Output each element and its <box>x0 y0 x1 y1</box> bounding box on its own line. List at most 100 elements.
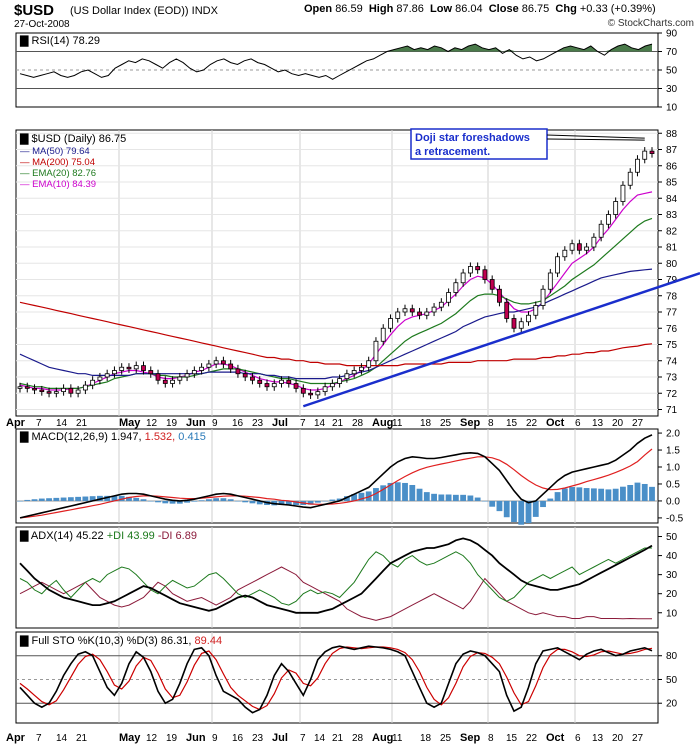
macd-histogram-bar <box>445 494 452 501</box>
price-candle-body <box>649 150 655 154</box>
x-tick-label-bottom: 21 <box>76 733 88 744</box>
macd-axis-tick-label: 0.5 <box>666 479 680 490</box>
price-panel-frame <box>15 129 659 417</box>
x-tick-label-bottom: 16 <box>232 733 244 744</box>
rsi-axis-tick-label: 90 <box>666 29 678 40</box>
macd-histogram-bar <box>540 500 546 508</box>
price-candle-body <box>133 365 139 370</box>
chart-date: 27-Oct-2008 <box>14 19 70 30</box>
macd-histogram-bar <box>242 500 249 503</box>
price-candle-body <box>177 376 183 381</box>
price-candle-body <box>293 383 299 389</box>
x-tick-label-bottom: 22 <box>526 733 538 744</box>
open-label: Open <box>304 3 333 15</box>
price-axis-tick-label: 87 <box>666 145 678 156</box>
macd-histogram-bar <box>162 500 169 504</box>
x-tick-label: 21 <box>332 418 344 429</box>
price-candle-body <box>395 311 401 319</box>
price-candle-body <box>322 386 328 393</box>
macd-histogram-bar <box>205 499 212 501</box>
macd-histogram-bar <box>31 499 38 501</box>
macd-histogram-bar <box>235 500 241 502</box>
sto-panel-frame <box>15 631 659 724</box>
macd-histogram-bar <box>634 482 641 501</box>
x-tick-label-bottom: Aug <box>372 732 393 744</box>
price-candle-body <box>257 379 263 384</box>
macd-histogram-bar <box>380 485 387 501</box>
macd-histogram-bar <box>191 500 198 502</box>
macd-histogram-bar <box>525 500 532 523</box>
macd-histogram-bar <box>133 497 140 501</box>
macd-histogram-bar <box>256 500 263 505</box>
macd-histogram-bar <box>569 487 575 501</box>
price-axis-tick-label: 80 <box>666 259 678 270</box>
price-candle-body <box>533 305 539 316</box>
x-tick-label-bottom: 6 <box>575 733 581 744</box>
rsi-axis-tick-label: 70 <box>666 47 678 58</box>
macd-histogram-bar <box>24 499 31 501</box>
macd-signal-line <box>19 448 653 519</box>
price-candle-body <box>315 391 321 396</box>
price-candle-body <box>286 379 292 384</box>
price-axis-tick-label: 74 <box>666 356 678 367</box>
price-candle-body <box>417 311 422 316</box>
close-label: Close <box>488 3 519 15</box>
macd-histogram-bar <box>402 482 408 501</box>
price-candle-body <box>199 366 205 371</box>
price-candle-body <box>431 306 437 313</box>
open-value: 86.59 <box>335 3 363 15</box>
macd-histogram-bar <box>561 488 568 501</box>
price-candle-body <box>627 171 633 186</box>
macd-axis-tick-label: -0.5 <box>666 513 684 524</box>
macd-histogram-bar <box>649 486 655 501</box>
x-tick-label: Aug <box>372 417 393 429</box>
macd-histogram-bar <box>612 488 619 501</box>
price-candle-body <box>497 288 502 303</box>
price-candle-body <box>148 370 154 375</box>
price-candle-body <box>409 308 415 313</box>
price-candle-body <box>242 373 248 378</box>
x-tick-label-bottom: Apr <box>6 732 26 744</box>
x-tick-label-bottom: May <box>119 732 141 744</box>
price-candle-body <box>206 363 212 368</box>
price-axis-tick-label: 83 <box>666 210 678 221</box>
price-candle-body <box>235 368 241 375</box>
price-candle-body <box>635 158 640 173</box>
macd-histogram-bar <box>329 499 336 501</box>
high-value: 87.86 <box>396 3 424 15</box>
low-label: Low <box>430 3 453 15</box>
macd-histogram-bar <box>126 496 132 501</box>
macd-histogram-bar <box>314 500 321 503</box>
macd-histogram-bar <box>322 500 329 502</box>
adx-minus-di-line <box>19 566 652 621</box>
price-candle-body <box>90 379 96 386</box>
price-candle-body <box>264 383 270 388</box>
x-tick-label-bottom: 14 <box>56 733 68 744</box>
x-tick-label-bottom: 28 <box>352 733 364 744</box>
macd-histogram-bar <box>111 495 118 501</box>
price-candle-body <box>562 249 568 258</box>
macd-histogram-bar <box>184 500 190 503</box>
price-candle-body <box>526 314 531 323</box>
x-tick-label-bottom: 14 <box>314 733 326 744</box>
price-candle-body <box>53 391 59 394</box>
x-tick-label: 8 <box>488 418 494 429</box>
x-tick-label: 7 <box>300 418 306 429</box>
price-candle-body <box>606 214 611 225</box>
price-candle-body <box>584 246 590 251</box>
adx-axis-tick-label: 40 <box>666 551 678 562</box>
x-tick-label: 16 <box>232 418 244 429</box>
macd-histogram-bar <box>249 500 256 504</box>
x-tick-label: Apr <box>6 417 26 429</box>
price-candle-body <box>279 379 284 384</box>
price-candle-body <box>591 236 597 248</box>
macd-histogram-bar <box>373 488 379 501</box>
price-axis-tick-label: 88 <box>666 129 678 140</box>
sto-k-line <box>19 645 653 714</box>
price-candle-body <box>402 308 408 313</box>
price-candle-body <box>482 269 488 280</box>
legend-entry: — MA(200) 75.04 <box>20 157 95 168</box>
x-tick-label: Jun <box>186 417 206 429</box>
price-candle-body <box>424 311 430 316</box>
macd-histogram-bar <box>118 495 125 501</box>
